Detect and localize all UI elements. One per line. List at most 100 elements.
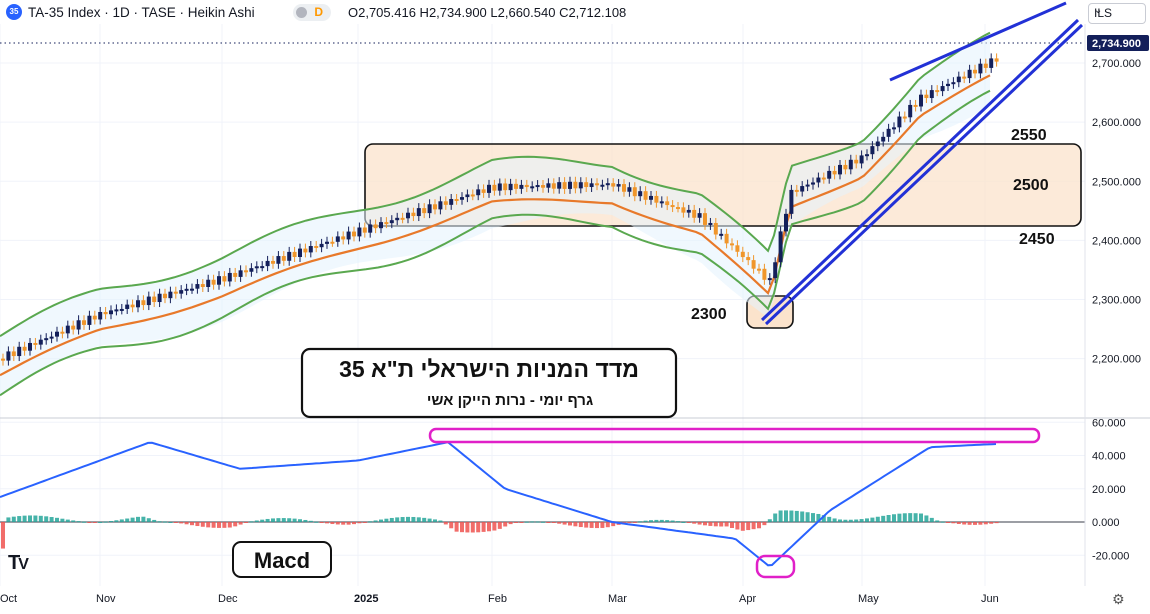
macd-histogram-bar <box>897 513 902 522</box>
candle-body <box>184 288 189 291</box>
macd-histogram-bar <box>654 519 659 522</box>
macd-histogram-bar <box>578 522 583 528</box>
chevron-down-icon: ⌄ <box>1094 5 1103 16</box>
annotation-layer: 2550 2500 2450 2300 מדד המניות הישראלי ת"א 3… <box>232 127 1055 578</box>
macd-histogram-bar <box>357 522 362 524</box>
candle-body <box>816 177 821 183</box>
macd-histogram-bar <box>611 522 616 527</box>
macd-histogram-bar <box>708 522 713 526</box>
macd-histogram-bar <box>49 517 54 522</box>
candle-body <box>82 320 86 325</box>
candle-body <box>541 185 545 188</box>
macd-histogram-bar <box>902 513 907 522</box>
candle-body <box>546 183 551 188</box>
macd-histogram-bar <box>519 522 524 523</box>
macd-histogram-bar <box>670 520 675 522</box>
candle-body <box>244 270 248 273</box>
macd-histogram-bar <box>908 513 913 522</box>
candle-body <box>983 63 988 68</box>
macd-histogram-bar <box>411 516 416 522</box>
candle-body <box>535 185 540 188</box>
macd-histogram-bar <box>33 515 38 522</box>
macd-histogram-bar <box>703 522 707 526</box>
candle-body <box>956 76 961 83</box>
macd-histogram-bar <box>481 522 486 532</box>
moving-average-line <box>0 74 991 377</box>
candle-body <box>686 209 691 213</box>
currency-select[interactable]: ILS ⌄ <box>1088 3 1146 24</box>
macd-histogram-bar <box>179 522 184 524</box>
candle-body <box>427 204 432 214</box>
candle-body <box>222 276 227 282</box>
macd-histogram-bar <box>206 522 211 528</box>
macd-histogram-bar <box>946 522 950 523</box>
axes-layer: 2,700.000 2,600.000 2,500.000 2,400.000 2,30… <box>0 35 1149 605</box>
price-tick-label: 2,600.000 <box>1092 117 1141 129</box>
candle-body <box>389 220 394 224</box>
candle-body <box>233 272 238 277</box>
macd-histogram-bar <box>314 521 319 523</box>
candle-body <box>492 184 497 191</box>
macd-histogram-bar <box>465 522 470 533</box>
candle-body <box>967 69 972 79</box>
macd-histogram-bar <box>848 519 853 522</box>
candle-body <box>114 309 119 312</box>
candle-body <box>551 183 556 189</box>
level-2500-label: 2500 <box>1013 177 1049 194</box>
macd-histogram-bar <box>935 520 940 522</box>
time-tick-label: May <box>858 593 879 605</box>
candle-body <box>146 296 151 306</box>
candle-body <box>227 272 232 282</box>
candle-body <box>17 346 22 357</box>
candle-body <box>179 290 184 294</box>
time-tick-label: 2025 <box>354 593 378 605</box>
candle-body <box>395 217 400 221</box>
candle-body <box>173 291 178 294</box>
gear-icon[interactable]: ⚙ <box>1112 591 1125 607</box>
tradingview-logo-icon[interactable]: TV <box>8 552 29 574</box>
candle-body <box>217 276 221 285</box>
candle-body <box>287 251 292 261</box>
candle-body <box>508 183 513 191</box>
symbol-title[interactable]: TA-35 Index · 1D · TASE · Heikin Ashi <box>28 5 255 20</box>
macd-histogram-bar <box>713 522 718 527</box>
candle-body <box>578 182 583 189</box>
macd-histogram-bar <box>38 515 43 522</box>
time-tick-label: Dec <box>218 593 238 605</box>
macd-histogram-bar <box>751 522 756 530</box>
macd-histogram-bar <box>438 520 443 522</box>
candle-body <box>951 82 956 85</box>
macd-histogram-bar <box>146 518 151 522</box>
macd-histogram-bar <box>827 516 832 522</box>
macd-histogram-bar <box>190 522 194 526</box>
macd-tick-label: 0.000 <box>1092 517 1120 529</box>
market-toggle[interactable]: D <box>293 4 331 21</box>
macd-histogram-bar <box>303 519 308 522</box>
macd-histogram-bar <box>449 522 454 529</box>
candle-body <box>676 207 680 210</box>
macd-histogram-bar <box>757 522 761 529</box>
macd-histogram-bar <box>859 519 864 522</box>
candle-body <box>595 183 599 186</box>
macd-histogram-bar <box>60 518 65 522</box>
macd-histogram-bar <box>919 513 923 522</box>
macd-histogram-bar <box>335 522 340 525</box>
candle-body <box>924 94 929 99</box>
candle-body <box>735 245 740 252</box>
level-2550-label: 2550 <box>1011 127 1047 144</box>
macd-histogram-bar <box>697 522 702 525</box>
candle-body <box>6 351 11 361</box>
candle-body <box>908 104 913 118</box>
macd-histogram-bar <box>460 522 464 533</box>
macd-histogram-bar <box>76 521 81 523</box>
macd-histogram-bar <box>746 522 751 531</box>
support-trendline-outer <box>760 18 1080 322</box>
candle-body <box>265 260 270 267</box>
level-2300-label: 2300 <box>691 306 727 323</box>
macd-histogram-bar <box>789 510 794 522</box>
macd-histogram-bar <box>659 519 664 522</box>
candle-body <box>319 243 324 248</box>
candle-body <box>362 227 367 233</box>
candle-body <box>654 195 659 203</box>
